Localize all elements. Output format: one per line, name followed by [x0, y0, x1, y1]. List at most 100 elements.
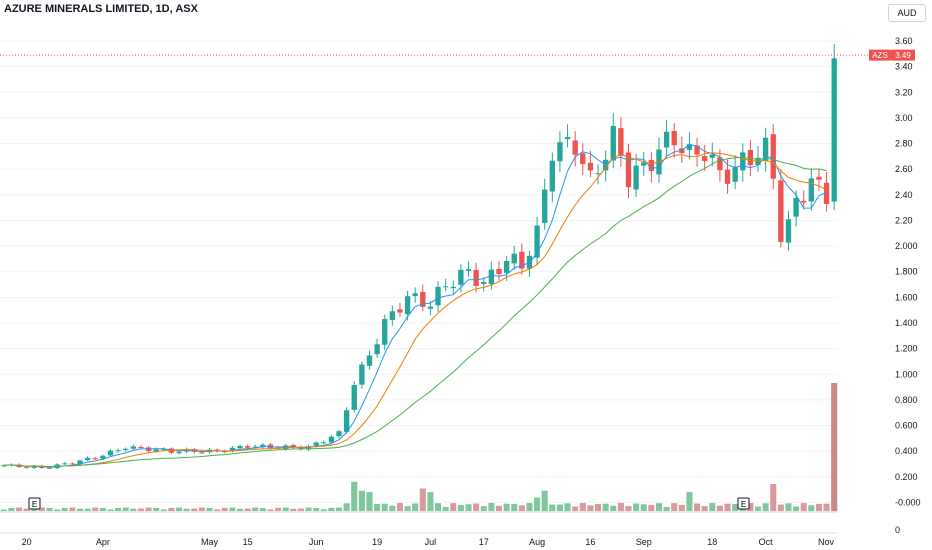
volume-bar — [343, 503, 350, 511]
volume-bar — [770, 484, 777, 511]
price-tick-label: 0.600 — [895, 421, 918, 431]
volume-bar — [404, 506, 411, 511]
time-tick-label: 15 — [243, 537, 253, 547]
time-tick-label: 16 — [585, 537, 595, 547]
volume-bar — [831, 383, 838, 511]
volume-bar — [389, 505, 396, 511]
volume-bar — [175, 507, 183, 511]
candle-body — [549, 160, 555, 192]
earnings-marker-box — [737, 497, 750, 510]
volume-bar — [130, 508, 137, 511]
candle-body — [823, 182, 830, 204]
time-axis[interactable]: 20 Apr May 15 Jun 19 Jul 17 Aug 16 Sep 18 Oct Nov — [22, 537, 835, 547]
time-tick-label: Apr — [96, 537, 110, 547]
candle-body — [762, 137, 769, 161]
candle-body — [724, 169, 731, 184]
candle-body — [100, 455, 106, 459]
candle-body — [808, 178, 815, 202]
volume-bar — [320, 509, 327, 511]
candle-body — [161, 449, 167, 451]
price-axis[interactable]: 3.60 3.40 3.20 3.00 2.80 2.60 2.40 2.20 2.000 1.8… — [895, 36, 921, 507]
price-tick-label: 2.20 — [895, 215, 913, 225]
volume-bar — [579, 503, 586, 511]
price-gridlines — [0, 40, 838, 503]
volume-bar — [709, 503, 716, 511]
volume-bar — [46, 507, 53, 511]
candle-body — [397, 309, 403, 313]
volume-bar — [313, 508, 320, 511]
candle-body — [84, 457, 91, 461]
currency-button[interactable]: AUD — [888, 4, 926, 22]
volume-bar — [556, 504, 563, 511]
candle-body — [488, 269, 495, 285]
price-tick-label: 0.800 — [895, 395, 918, 405]
candle-body — [442, 286, 449, 288]
volume-bar — [168, 507, 175, 511]
volume-bar — [252, 507, 259, 511]
candle-body — [641, 162, 647, 166]
candle-body — [328, 436, 335, 443]
volume-bar — [183, 508, 190, 511]
volume-bar — [747, 503, 754, 511]
candle-body — [62, 463, 68, 465]
candle-body — [663, 131, 670, 148]
candle-body — [23, 466, 30, 468]
volume-bar — [800, 503, 807, 511]
earnings-marker-box — [28, 497, 41, 510]
candle-body — [389, 311, 396, 320]
time-tick-label: Oct — [759, 537, 774, 547]
candle-body — [465, 269, 472, 271]
volume-bar — [244, 508, 251, 511]
candle-body — [374, 344, 380, 355]
volume-bar — [0, 509, 7, 511]
volume-bar — [351, 481, 358, 511]
volume-bar — [785, 503, 792, 511]
time-tick-label: May — [201, 537, 219, 547]
candle-body — [237, 445, 243, 449]
volume-bar — [381, 503, 388, 511]
candle-body — [732, 167, 738, 182]
volume-bar — [701, 506, 708, 511]
badge-value: 3.49 — [895, 51, 911, 60]
candle-body — [511, 253, 517, 264]
chart-title: AZURE MINERALS LIMITED, 1D, ASX — [4, 3, 199, 15]
candle-body — [801, 200, 807, 203]
candle-body — [625, 152, 632, 188]
volume-bar — [137, 508, 144, 511]
volume-bar — [442, 506, 449, 511]
last-price-badge: AZS 3.49 — [869, 49, 915, 61]
volume-bar — [92, 507, 99, 511]
volume-bar — [15, 507, 23, 511]
candle-body — [679, 148, 685, 154]
volume-bar — [122, 507, 129, 511]
volume-bar — [694, 503, 701, 511]
earnings-marker-1[interactable]: E — [28, 497, 41, 510]
ma-fast-line — [3, 144, 827, 468]
candle-body — [435, 286, 441, 306]
candle-body — [244, 446, 251, 448]
price-tick-label: 3.00 — [895, 113, 913, 123]
volume-bar — [229, 507, 236, 511]
volume-bar — [572, 506, 579, 511]
volume-bar — [549, 504, 556, 511]
candle-body — [92, 458, 98, 460]
candle-body — [412, 293, 418, 297]
volume-bar — [754, 506, 762, 511]
volume-bar — [206, 508, 213, 511]
candle-body — [557, 142, 563, 162]
candle-body — [107, 450, 114, 456]
price-tick-label: 3.20 — [895, 87, 913, 97]
volume-bar — [76, 508, 84, 511]
time-tick-label: Jul — [425, 537, 437, 547]
candle-body — [130, 446, 136, 449]
volume-bar — [777, 504, 784, 511]
volume-bar — [335, 507, 343, 511]
time-tick-label: 19 — [372, 537, 382, 547]
volume-bar — [534, 497, 541, 511]
candle-body — [46, 467, 53, 469]
earnings-marker-2[interactable]: E — [737, 497, 750, 510]
candle-body — [709, 154, 715, 158]
price-tick-label: 2.40 — [895, 190, 913, 200]
candle-body — [298, 447, 304, 450]
